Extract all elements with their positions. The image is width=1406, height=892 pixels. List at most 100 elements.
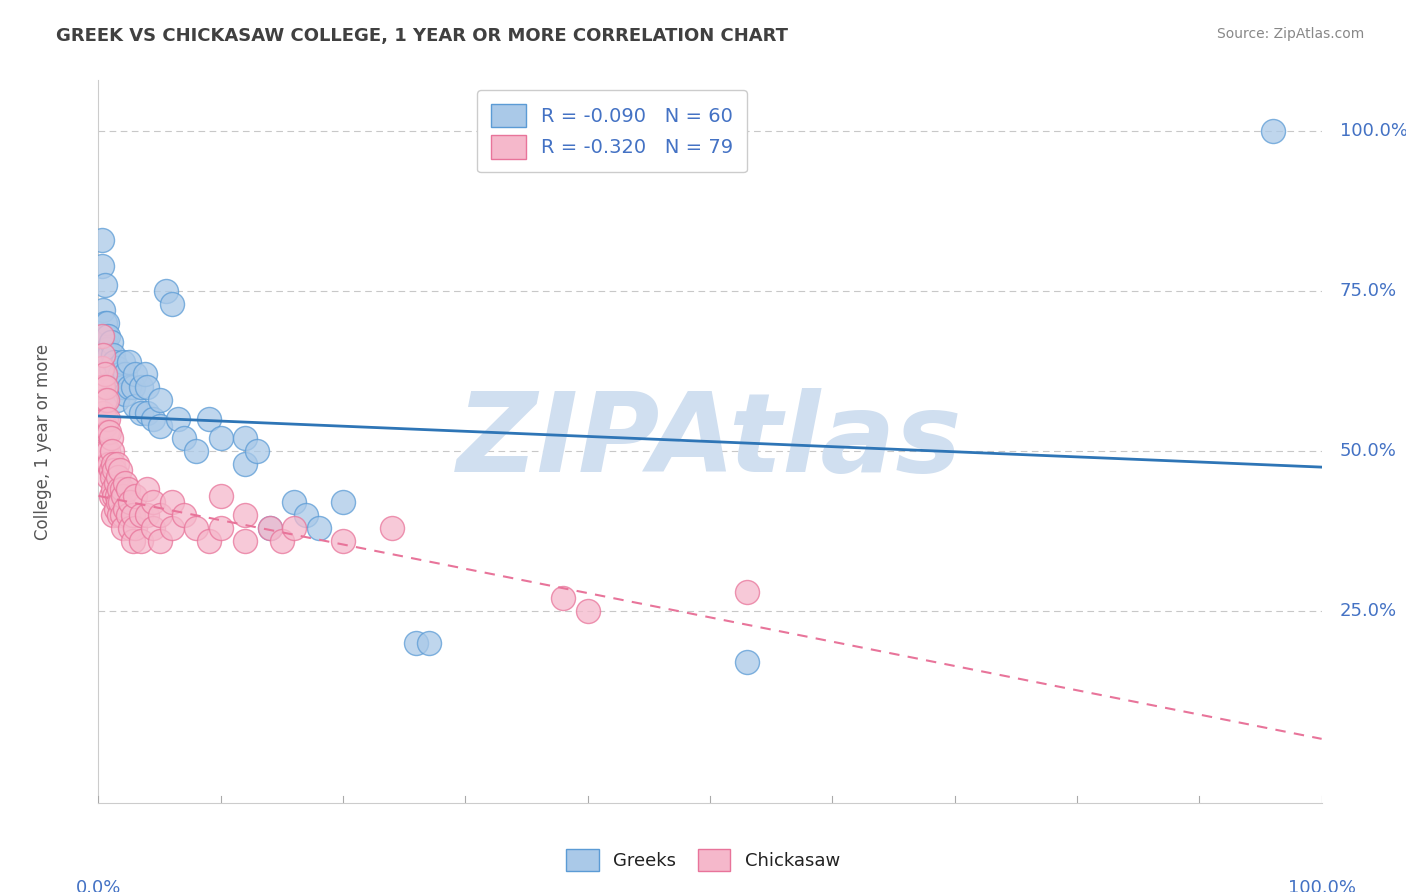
Point bbox=[104, 501, 127, 516]
Point bbox=[270, 533, 294, 548]
Point bbox=[93, 335, 115, 350]
Point bbox=[100, 489, 122, 503]
Point bbox=[91, 348, 114, 362]
Point bbox=[155, 285, 177, 299]
Point bbox=[149, 392, 172, 407]
Point bbox=[576, 604, 599, 618]
Point bbox=[149, 418, 172, 433]
Point bbox=[149, 508, 172, 522]
Text: 50.0%: 50.0% bbox=[1340, 442, 1398, 460]
Point bbox=[308, 521, 330, 535]
Point bbox=[129, 508, 152, 522]
Point bbox=[97, 444, 120, 458]
Point bbox=[97, 348, 120, 362]
Point bbox=[160, 521, 183, 535]
Point bbox=[100, 361, 122, 376]
Point bbox=[114, 476, 136, 491]
Point bbox=[173, 508, 195, 522]
Point bbox=[96, 457, 118, 471]
Point bbox=[136, 483, 159, 497]
Point bbox=[142, 521, 165, 535]
Point bbox=[114, 386, 136, 401]
Point bbox=[117, 508, 139, 522]
Point bbox=[381, 521, 404, 535]
Point bbox=[295, 508, 318, 522]
Point bbox=[101, 444, 124, 458]
Point bbox=[283, 521, 305, 535]
Point bbox=[91, 233, 114, 247]
Point bbox=[124, 489, 146, 503]
Point bbox=[94, 444, 117, 458]
Point bbox=[735, 584, 758, 599]
Point bbox=[111, 521, 134, 535]
Point bbox=[101, 348, 124, 362]
Point bbox=[94, 329, 117, 343]
Point bbox=[94, 380, 117, 394]
Point bbox=[98, 425, 121, 439]
Point bbox=[129, 533, 152, 548]
Point bbox=[101, 483, 124, 497]
Point bbox=[124, 521, 146, 535]
Point bbox=[121, 380, 143, 394]
Point bbox=[197, 412, 219, 426]
Point bbox=[93, 277, 115, 292]
Point bbox=[98, 457, 121, 471]
Point bbox=[246, 444, 269, 458]
Point bbox=[332, 495, 354, 509]
Point bbox=[100, 335, 122, 350]
Point bbox=[96, 392, 118, 407]
Point bbox=[111, 489, 134, 503]
Point bbox=[93, 418, 115, 433]
Legend: Greeks, Chickasaw: Greeks, Chickasaw bbox=[558, 842, 848, 879]
Point bbox=[121, 533, 143, 548]
Point bbox=[91, 380, 114, 394]
Point bbox=[100, 463, 122, 477]
Point bbox=[233, 533, 256, 548]
Point bbox=[96, 425, 118, 439]
Point bbox=[209, 489, 232, 503]
Point bbox=[124, 368, 146, 382]
Point bbox=[105, 361, 128, 376]
Point bbox=[118, 354, 141, 368]
Point bbox=[93, 392, 115, 407]
Point bbox=[129, 380, 152, 394]
Point bbox=[91, 380, 114, 394]
Point bbox=[108, 483, 131, 497]
Point bbox=[114, 501, 136, 516]
Point bbox=[93, 368, 115, 382]
Point bbox=[418, 636, 440, 650]
Text: ZIPAtlas: ZIPAtlas bbox=[457, 388, 963, 495]
Point bbox=[91, 361, 114, 376]
Point bbox=[100, 431, 122, 445]
Point bbox=[209, 521, 232, 535]
Point bbox=[91, 329, 114, 343]
Point bbox=[103, 489, 125, 503]
Text: 100.0%: 100.0% bbox=[1340, 122, 1406, 140]
Point bbox=[121, 508, 143, 522]
Point bbox=[167, 412, 190, 426]
Point bbox=[103, 354, 125, 368]
Point bbox=[114, 368, 136, 382]
Point bbox=[107, 469, 129, 483]
Point bbox=[91, 303, 114, 318]
Point bbox=[97, 329, 120, 343]
Text: 25.0%: 25.0% bbox=[1340, 602, 1398, 620]
Legend: R = -0.090   N = 60, R = -0.320   N = 79: R = -0.090 N = 60, R = -0.320 N = 79 bbox=[477, 90, 747, 172]
Point bbox=[111, 380, 134, 394]
Point bbox=[120, 495, 142, 509]
Point bbox=[96, 342, 118, 356]
Point bbox=[108, 508, 131, 522]
Point bbox=[107, 495, 129, 509]
Point bbox=[186, 444, 208, 458]
Point bbox=[120, 521, 142, 535]
Point bbox=[93, 316, 115, 330]
Point bbox=[110, 495, 132, 509]
Point bbox=[105, 489, 128, 503]
Point bbox=[735, 655, 758, 669]
Point bbox=[97, 412, 120, 426]
Point bbox=[124, 400, 146, 414]
Text: 0.0%: 0.0% bbox=[76, 879, 121, 892]
Point bbox=[103, 463, 125, 477]
Point bbox=[233, 457, 256, 471]
Point bbox=[101, 508, 124, 522]
